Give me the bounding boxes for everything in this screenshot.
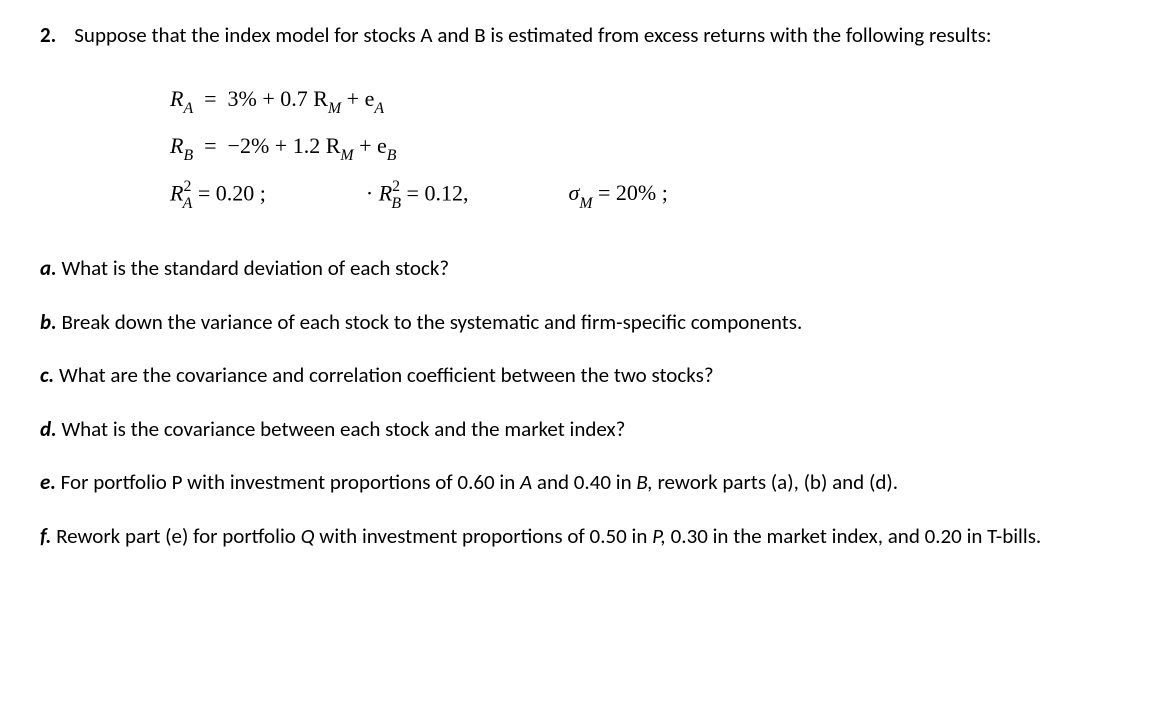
formula-RB: RB = −2% + 1.2 RM + eB [170,129,1131,166]
eq: = [199,133,228,158]
part-text: What are the covariance and correlation … [54,362,713,388]
stem-text: Suppose that the index model for stocks … [74,22,991,48]
var-sigma: σ [568,180,579,205]
part-text: Rework part (e) for portfolio [51,523,300,549]
sigmaM: σM = 20% ; [568,176,667,213]
sub-M: M [340,147,353,164]
eq-val: = 0.20 ; [192,180,266,205]
sup-2: 2 [183,178,191,195]
question-stem: 2. Suppose that the index model for stoc… [40,20,1131,52]
part-label: a. [40,255,57,281]
eq-val: = 20% ; [593,180,668,205]
part-label: b. [40,309,57,335]
sub-B: B [391,195,401,212]
part-e: e. For portfolio P with investment propo… [40,467,1131,499]
part-d: d. What is the covariance between each s… [40,414,1131,446]
part-text: What is the covariance between each stoc… [57,416,626,442]
part-text: 0.30 in the market index, and 0.20 in T-… [666,523,1041,549]
question-text: Suppose that the index model for stocks … [74,20,1131,52]
sub-M: M [579,195,592,212]
rhs: −2% + 1.2 R [228,133,341,158]
ital-A: A [520,469,532,495]
part-a: a. What is the standard deviation of eac… [40,253,1131,285]
part-label: f. [40,523,51,549]
dot: · [366,180,379,205]
parts-list: a. What is the standard deviation of eac… [40,253,1131,552]
eq-val: = 0.12, [401,180,468,205]
sub-A: A [183,100,193,117]
part-b: b. Break down the variance of each stock… [40,307,1131,339]
var-R: R [170,180,183,205]
sub-A: A [183,195,193,212]
sup-2: 2 [392,178,400,195]
ital-Q: Q [301,523,315,549]
r2a: R2A = 0.20 ; [170,176,266,213]
part-label: d. [40,416,57,442]
sub-eA: A [374,100,384,117]
sub-B: B [183,147,193,164]
part-text: and 0.40 in [532,469,636,495]
part-text: rework parts (a), (b) and (d). [653,469,898,495]
formula-line3: R2A = 0.20 ; · R2B = 0.12, σM = 20% ; [170,176,1131,213]
question-number: 2. [40,20,56,52]
part-text: with investment proportions of 0.50 in [315,523,653,549]
part-text: Break down the variance of each stock to… [57,309,803,335]
part-label: e. [40,469,56,495]
part-c: c. What are the covariance and correlati… [40,360,1131,392]
part-text: What is the standard deviation of each s… [57,255,449,281]
r2b: · R2B = 0.12, [366,176,469,213]
ital-P: P, [652,523,666,549]
eq: = [199,86,228,111]
part-f: f. Rework part (e) for portfolio Q with … [40,521,1131,553]
formula-RA: RA = 3% + 0.7 RM + eA [170,82,1131,119]
var-R: R [170,86,183,111]
sub-eB: B [387,147,397,164]
formula-block: RA = 3% + 0.7 RM + eA RB = −2% + 1.2 RM … [170,82,1131,214]
part-label: c. [40,362,54,388]
tail: + e [354,133,387,158]
var-R: R [170,133,183,158]
rhs: 3% + 0.7 R [228,86,328,111]
part-text: For portfolio P with investment proporti… [56,469,520,495]
sub-M: M [328,100,341,117]
ital-B: B, [636,469,652,495]
tail: + e [341,86,374,111]
